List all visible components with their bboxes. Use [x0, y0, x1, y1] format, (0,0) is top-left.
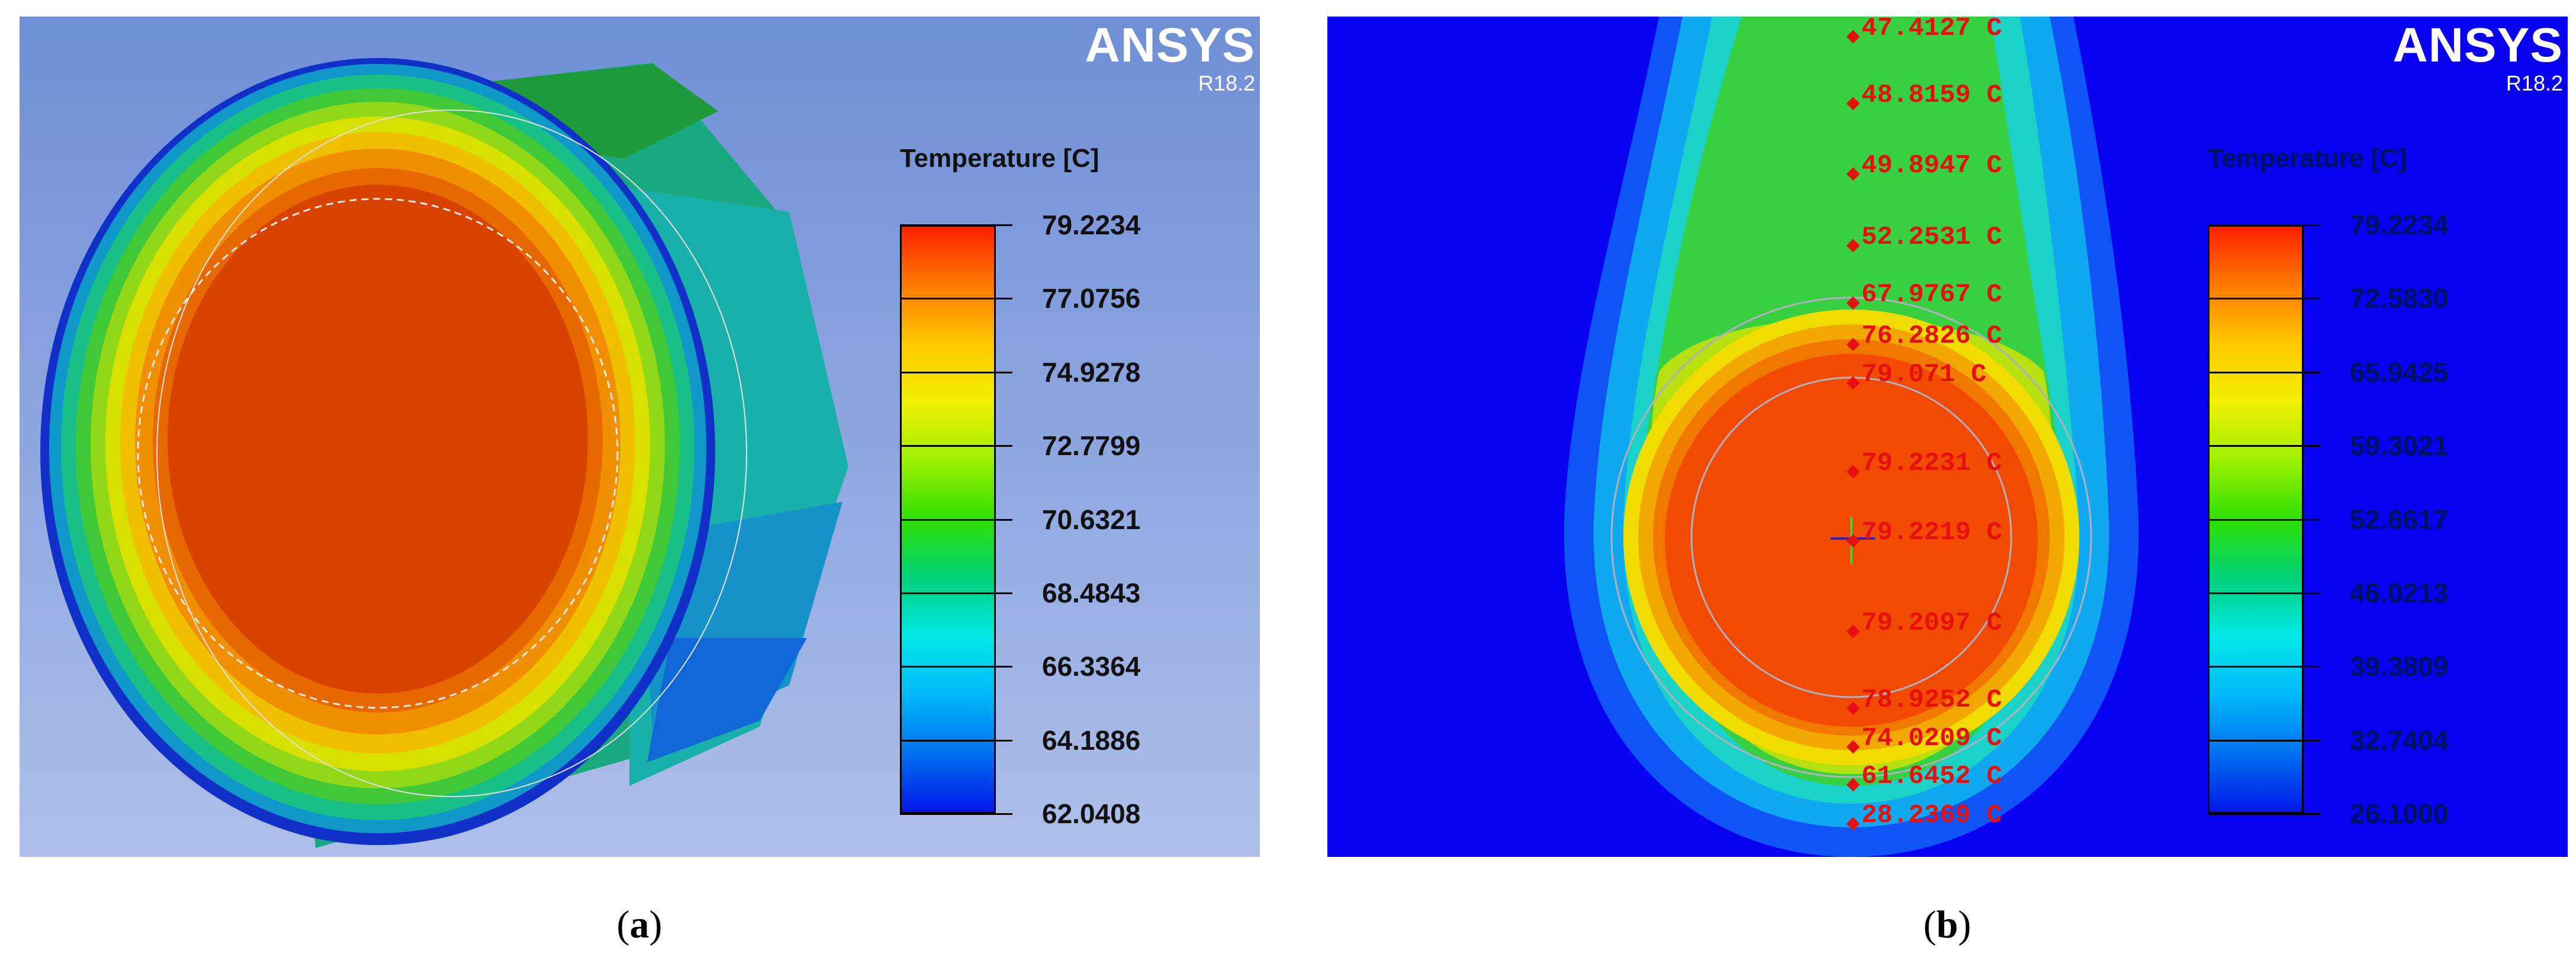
tick-line [2208, 518, 2320, 521]
caption-b-letter: b [1936, 903, 1958, 946]
probe-label: 79.2231 C [1861, 449, 2002, 478]
caption-a-letter: a [629, 903, 649, 946]
tick-label: 72.5830 [2350, 283, 2449, 314]
tick-line [2208, 813, 2320, 815]
ansys-logo-text: ANSYS [2392, 18, 2563, 72]
probe-label: 76.2826 C [1861, 321, 2002, 351]
tick-line [900, 371, 1012, 373]
tick-label: 70.6321 [1042, 504, 1141, 535]
tick-label: 72.7799 [1042, 430, 1141, 462]
tick-label: 79.2234 [1042, 209, 1141, 240]
tick-label: 66.3364 [1042, 651, 1141, 682]
tick-line [2208, 445, 2320, 447]
tick-label: 59.3021 [2350, 430, 2449, 462]
tick-label: 64.1886 [1042, 724, 1141, 756]
tick-label: 52.6617 [2350, 504, 2449, 535]
tick-line [900, 518, 1012, 521]
tick-label: 74.9278 [1042, 356, 1141, 388]
tick-label: 39.3809 [2350, 651, 2449, 682]
tick-label: 46.0213 [2350, 577, 2449, 608]
legend-title: Temperature [C] [900, 144, 1099, 173]
probe-label: 78.9252 C [1861, 685, 2002, 715]
cylinder-contour-plot [40, 58, 848, 848]
probe-label: 79.071 C [1861, 360, 1987, 389]
ansys-logo: ANSYS R18.2 [2392, 21, 2563, 96]
tick-label: 32.7404 [2350, 724, 2449, 756]
tick-label: 65.9425 [2350, 356, 2449, 388]
caption-b: (b) [1923, 903, 1972, 946]
tick-label: 68.4843 [1042, 577, 1141, 608]
tick-line [2208, 666, 2320, 668]
tick-line [900, 813, 1012, 815]
tick-line [900, 666, 1012, 668]
tick-label: 79.2234 [2350, 209, 2449, 240]
caption-a: (a) [616, 903, 663, 946]
probe-label: 74.0209 C [1861, 724, 2002, 753]
tick-label: 62.0408 [1042, 798, 1141, 829]
probe-label: 49.8947 C [1861, 151, 2002, 180]
legend-title: Temperature [C] [2208, 144, 2407, 173]
ansys-version: R18.2 [1198, 71, 1255, 95]
tick-line [2208, 371, 2320, 373]
probe-label: 79.2097 C [1861, 608, 2002, 638]
probe-label: 52.2531 C [1861, 223, 2002, 252]
tick-label: 26.1000 [2350, 798, 2449, 829]
panel-a-viewport[interactable]: ANSYS R18.2 Temperature [C] 79.2234 77.07… [20, 17, 1260, 857]
tick-line [900, 445, 1012, 447]
probe-label: 67.9767 C [1861, 280, 2002, 310]
tick-line [900, 739, 1012, 742]
tick-line [900, 592, 1012, 594]
probe-label: 61.6452 C [1861, 762, 2002, 791]
ansys-logo-text: ANSYS [1085, 18, 1255, 72]
ansys-logo: ANSYS R18.2 [1085, 21, 1255, 96]
probe-label: 48.8159 C [1861, 80, 2002, 110]
tick-line [2208, 298, 2320, 300]
tick-line [900, 224, 1012, 226]
tick-label: 77.0756 [1042, 283, 1141, 314]
probe-label: 47.4127 C [1861, 17, 2002, 43]
probe-label: 28.2369 C [1861, 801, 2002, 830]
tick-line [2208, 739, 2320, 742]
ansys-version: R18.2 [2506, 71, 2563, 95]
panel-b-viewport[interactable]: 47.4127 C 48.8159 C 49.8947 C 52.2531 C 67.9… [1327, 17, 2568, 857]
tick-line [2208, 224, 2320, 226]
tick-line [2208, 592, 2320, 594]
probe-label: 79.2219 C [1861, 518, 2002, 547]
tick-line [900, 298, 1012, 300]
